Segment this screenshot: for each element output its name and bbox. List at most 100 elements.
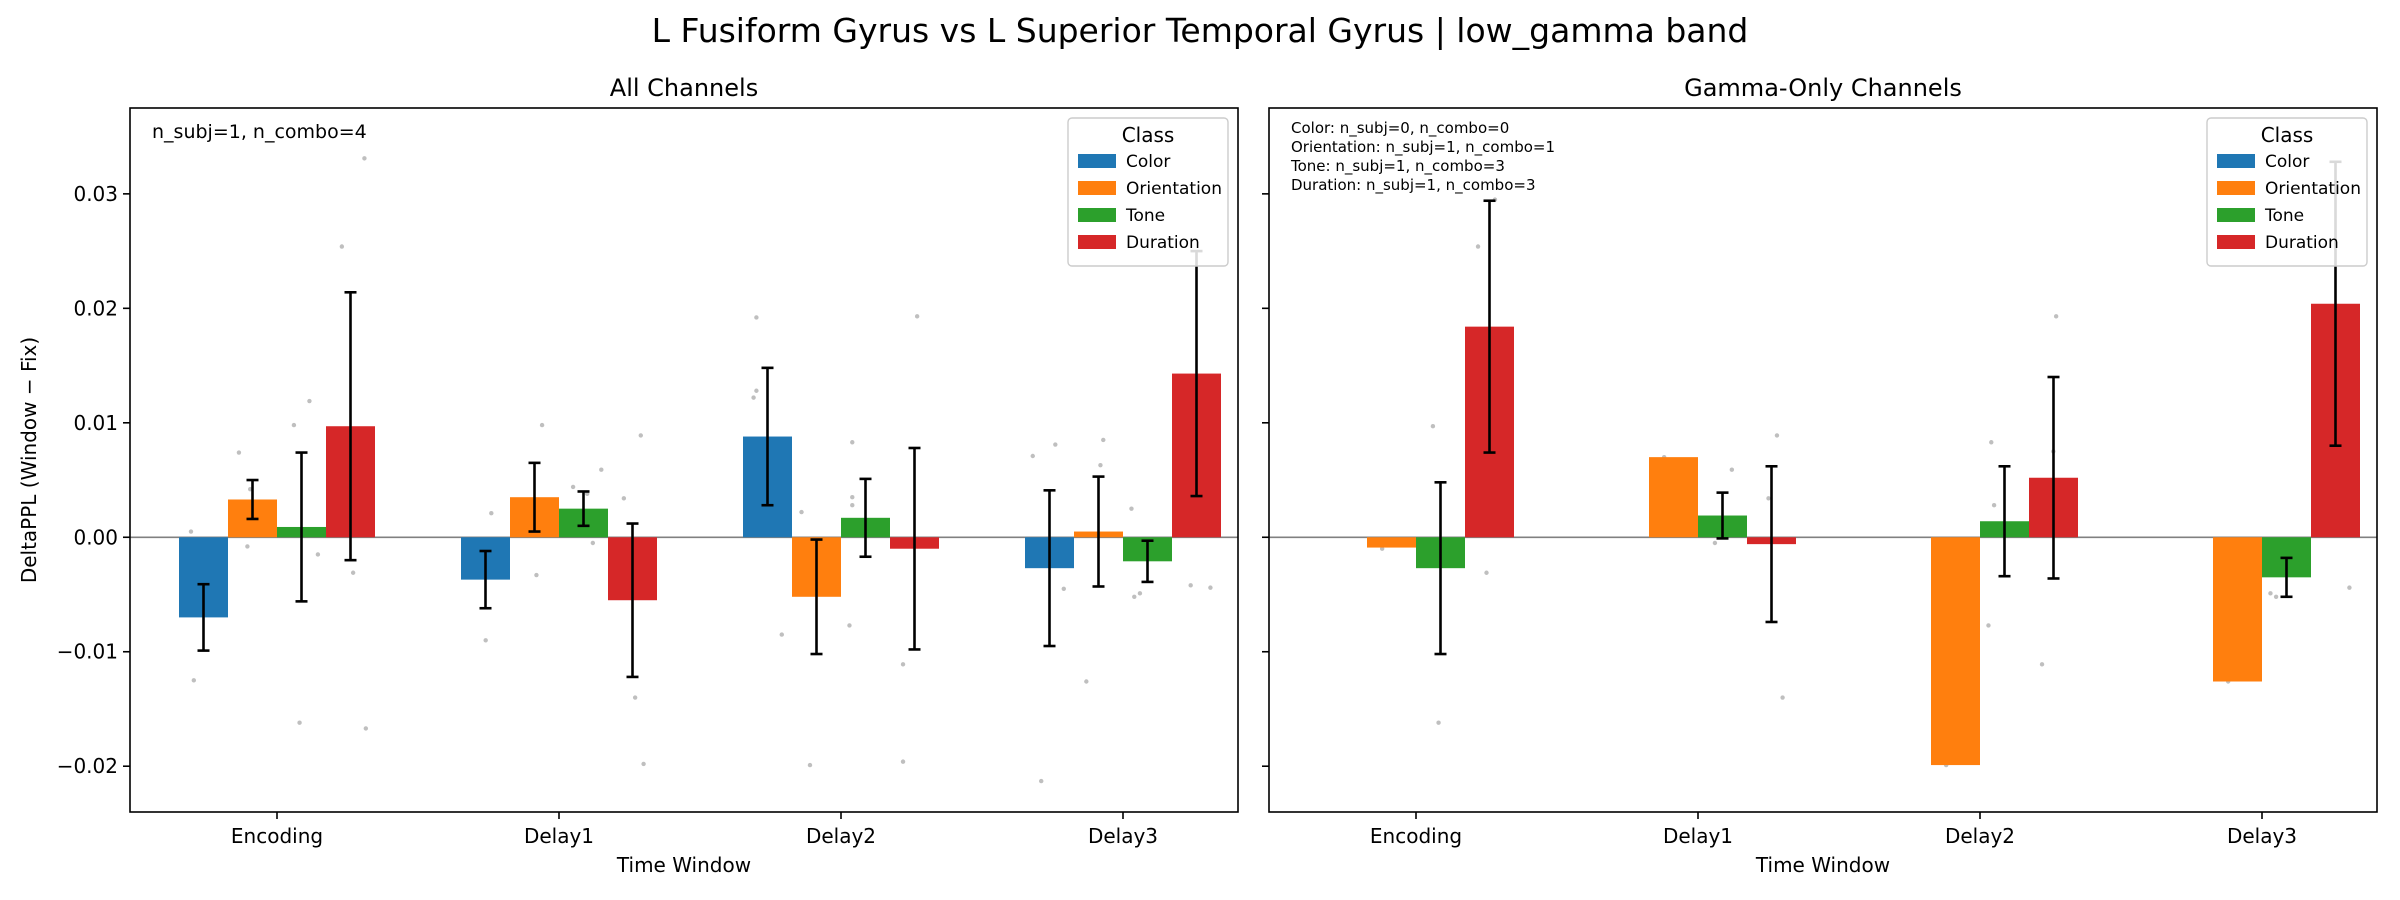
data-point (1989, 440, 1994, 445)
error-bar (1765, 464, 1778, 624)
data-point (350, 570, 356, 575)
data-point (1098, 462, 1103, 468)
legend: Class Color Orientation Tone Duration (1067, 117, 1229, 267)
data-point (590, 540, 596, 546)
x-tick-label: Encoding (1370, 824, 1462, 848)
error-bar (761, 366, 774, 507)
plot-frame (129, 107, 1239, 813)
y-tick-label: −0.02 (57, 754, 118, 778)
y-tick-label: 0.00 (73, 525, 118, 549)
data-point (2039, 662, 2045, 667)
data-point (570, 484, 576, 490)
data-point (1712, 540, 1718, 546)
data-point (799, 509, 804, 515)
data-point (638, 433, 643, 438)
data-point (2273, 594, 2279, 599)
data-point (483, 638, 488, 643)
legend-swatch-color (2217, 154, 2255, 168)
x-tick-label: Delay1 (1663, 824, 1733, 848)
data-point (1774, 433, 1780, 438)
legend-label-orientation: Orientation (2265, 179, 2361, 199)
annotation-text: Color: n_subj=0, n_combo=0 (1291, 119, 1509, 138)
error-bar (1998, 464, 2011, 578)
error-bar (1043, 489, 1056, 648)
data-point (1475, 244, 1481, 249)
data-point (621, 496, 627, 501)
error-bar (344, 290, 357, 562)
chart-panel-2: Encoding Delay1 Delay2 Delay3 Gamma-Only Cha… (1262, 74, 2378, 877)
data-point (850, 440, 855, 445)
data-point (1132, 594, 1137, 599)
figure-title: L Fusiform Gyrus vs L Superior Temporal … (652, 11, 1749, 50)
data-point (188, 529, 194, 534)
bar-orientation-delay3 (2213, 537, 2262, 682)
legend-label-duration: Duration (2265, 233, 2339, 253)
x-axis-label: Time Window (1755, 853, 1890, 877)
y-tick-label: 0.03 (73, 182, 118, 206)
error-bar (528, 461, 541, 533)
y-tick-label: 0.02 (73, 296, 118, 320)
error-bar (1483, 199, 1496, 454)
error-bar (295, 451, 308, 603)
data-point (850, 503, 855, 508)
error-bar (2280, 556, 2293, 599)
data-point (1061, 586, 1066, 591)
data-point (900, 759, 906, 764)
data-point (363, 726, 369, 731)
error-bar (1434, 481, 1447, 656)
data-point (847, 623, 852, 628)
legend-label-color: Color (2265, 152, 2309, 172)
panel-title: Gamma-Only Channels (1684, 74, 1962, 102)
error-bar (859, 477, 872, 559)
x-tick-label: Delay2 (1945, 824, 2015, 848)
data-point (1039, 778, 1044, 784)
y-tick-label: 0.01 (73, 411, 118, 435)
data-point (2053, 314, 2059, 319)
error-bar (810, 538, 823, 656)
data-point (1780, 695, 1785, 700)
annotation-text: Duration: n_subj=1, n_combo=3 (1291, 176, 1536, 195)
legend-label-duration: Duration (1126, 233, 1200, 253)
data-point (1729, 467, 1735, 472)
data-point (900, 662, 906, 667)
error-bar (626, 522, 639, 679)
data-point (751, 395, 756, 400)
bar-orientation-delay2 (1931, 537, 1980, 766)
legend-swatch-color (1078, 154, 1116, 168)
error-bar (1716, 491, 1729, 540)
data-point (315, 552, 321, 557)
annotation-text: n_subj=1, n_combo=4 (152, 121, 367, 143)
data-point (1379, 546, 1385, 551)
legend-label-color: Color (1126, 152, 1170, 172)
data-point (1084, 679, 1089, 684)
legend-swatch-orientation (2217, 181, 2255, 195)
data-point (1137, 591, 1143, 596)
data-point (1436, 720, 1441, 725)
data-point (339, 244, 345, 249)
data-point (534, 572, 539, 578)
legend-label-tone: Tone (2264, 206, 2304, 226)
data-point (539, 422, 545, 428)
data-point (754, 388, 759, 393)
data-point (245, 544, 250, 549)
data-point (807, 762, 813, 768)
data-point (914, 314, 920, 319)
data-point (1986, 623, 1991, 628)
panel-title: All Channels (610, 74, 758, 102)
legend-label-orientation: Orientation (1126, 179, 1222, 199)
x-tick-label: Encoding (231, 824, 323, 848)
legend-swatch-tone (1078, 208, 1116, 222)
error-bar (1092, 475, 1105, 588)
x-axis-label: Time Window (616, 853, 751, 877)
error-bar (479, 549, 492, 610)
data-point (2268, 591, 2273, 596)
data-point (1991, 503, 1997, 508)
error-bar (197, 582, 210, 652)
data-point (850, 495, 855, 500)
data-point (1188, 583, 1193, 588)
plot-frame (1268, 107, 2378, 813)
data-point (754, 315, 759, 320)
data-point (599, 467, 604, 472)
legend-label-tone: Tone (1125, 206, 1165, 226)
